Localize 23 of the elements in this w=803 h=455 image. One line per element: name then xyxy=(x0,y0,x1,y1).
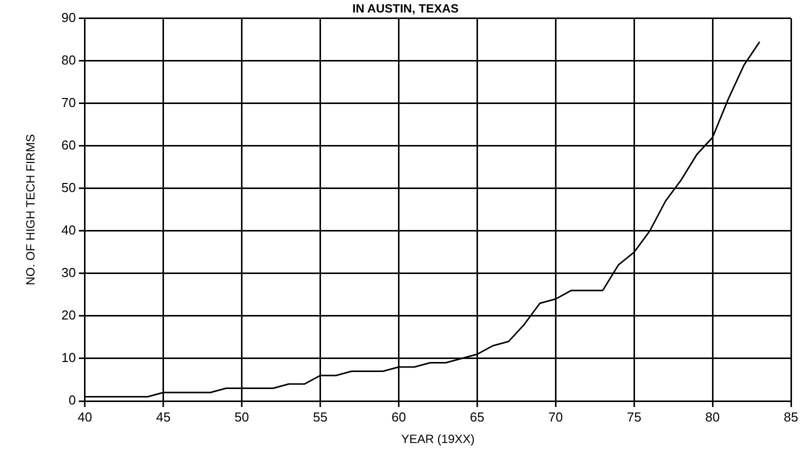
y-tick-label: 10 xyxy=(61,350,76,366)
y-tick-label: 20 xyxy=(61,308,76,323)
x-tick-label: 80 xyxy=(705,409,720,424)
y-axis-title: NO. OF HIGH TECH FIRMS xyxy=(24,134,38,286)
y-tick-label: 30 xyxy=(61,265,76,280)
y-tick-label: 50 xyxy=(61,180,76,196)
y-tick-label: 40 xyxy=(61,222,76,238)
x-tick-label: 65 xyxy=(470,409,484,424)
y-tick-label: 90 xyxy=(61,10,76,25)
x-tick-label: 60 xyxy=(391,409,406,424)
x-tick-label: 75 xyxy=(626,409,642,424)
x-tick-label: 70 xyxy=(548,409,563,424)
x-tick-label: 45 xyxy=(156,409,171,424)
x-tick-label: 85 xyxy=(784,409,798,424)
x-axis-title: YEAR (19XX) xyxy=(401,432,475,446)
chart-title: IN AUSTIN, TEXAS xyxy=(352,2,459,16)
y-tick-label: 0 xyxy=(68,392,76,408)
x-tick-label: 40 xyxy=(78,409,92,424)
x-tick-label: 50 xyxy=(234,409,250,424)
y-tick-label: 70 xyxy=(61,95,76,110)
y-tick-label: 80 xyxy=(61,52,76,68)
x-tick-label: 55 xyxy=(313,409,328,424)
y-tick-label: 60 xyxy=(61,138,76,153)
